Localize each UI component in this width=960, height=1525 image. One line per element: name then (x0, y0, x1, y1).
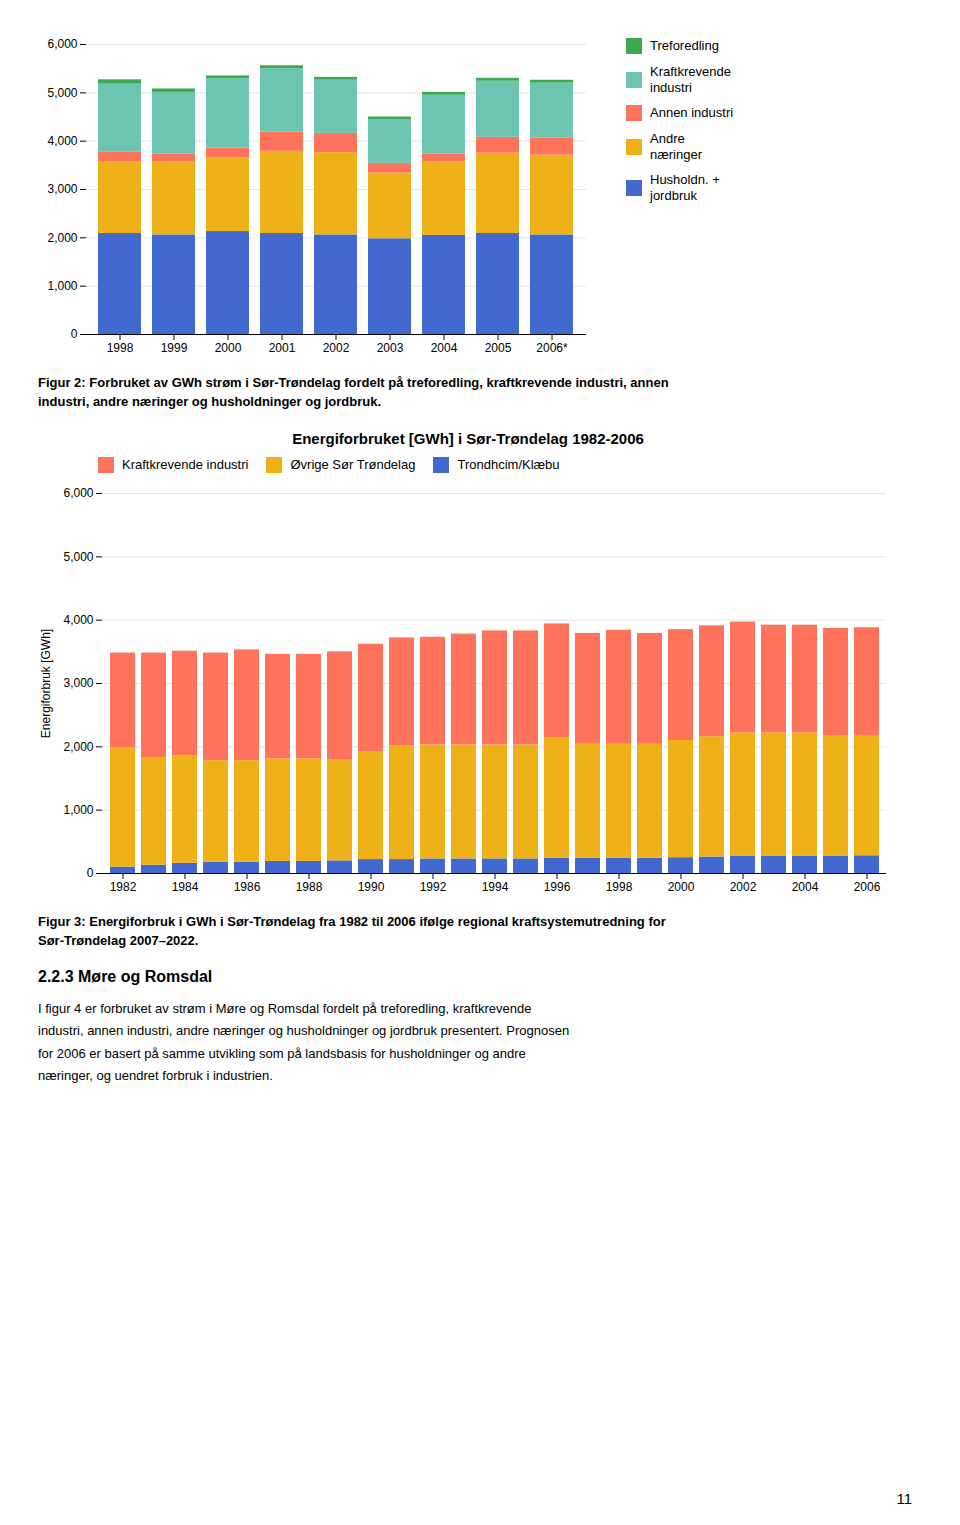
html-text:industri, andre næringer og hu: industri, andre næringer og husholdninge… (38, 393, 382, 409)
html-text:I figur 4 er forbruket av strø: I figur 4 er forbruket av strøm i Møre o… (38, 1001, 532, 1017)
svg-text:1,000: 1,000 (47, 279, 77, 293)
html-text:Husholdn. + jordbruk: Husholdn. + jordbruk (650, 172, 720, 203)
svg-text:2001: 2001 (269, 341, 296, 355)
html-text:Trondhcim/Klæbu: Trondhcim/Klæbu (457, 456, 560, 472)
svg-text:2002: 2002 (730, 880, 757, 894)
svg-text:1998: 1998 (107, 341, 134, 355)
svg-text:0: 0 (71, 327, 78, 341)
svg-text:2,000: 2,000 (63, 739, 93, 753)
html-text:Treforedling: Treforedling (650, 38, 719, 54)
html-text:for 2006 er basert på samme ut: for 2006 er basert på samme utvikling so… (38, 1045, 526, 1061)
html-text:Øvrige Sør Trøndelag: Øvrige Sør Trøndelag (290, 456, 416, 472)
svg-text:1990: 1990 (358, 880, 385, 894)
svg-text:5,000: 5,000 (63, 549, 93, 563)
html-text:Kraftkrevende industri: Kraftkrevende industri (122, 456, 249, 472)
svg-text:0: 0 (87, 866, 94, 880)
svg-text:6,000: 6,000 (63, 486, 93, 500)
svg-text:1982: 1982 (110, 880, 137, 894)
svg-text:1,000: 1,000 (63, 803, 93, 817)
html-text:11: 11 (896, 1490, 912, 1507)
svg-text:3,000: 3,000 (47, 182, 77, 196)
svg-text:1988: 1988 (296, 880, 323, 894)
svg-text:4,000: 4,000 (63, 613, 93, 627)
svg-text:2003: 2003 (377, 341, 404, 355)
svg-text:1992: 1992 (420, 880, 447, 894)
html-text:Kraftkrevende industri: Kraftkrevende industri (650, 64, 731, 95)
svg-text:2004: 2004 (431, 341, 458, 355)
html-text:Figur 2: Forbruket av GWh strø: Figur 2: Forbruket av GWh strøm i Sør-Tr… (38, 375, 669, 390)
html-text:industri, annen industri, andr: industri, annen industri, andre næringer… (38, 1023, 570, 1039)
html-text:Energiforbruket [GWh] i Sør-Tr: Energiforbruket [GWh] i Sør-Trøndelag 19… (292, 429, 644, 447)
html-text:Andre næringer: Andre næringer (650, 131, 702, 162)
svg-text:6,000: 6,000 (47, 37, 77, 51)
svg-text:5,000: 5,000 (47, 86, 77, 100)
svg-text:1984: 1984 (172, 880, 199, 894)
svg-text:1999: 1999 (161, 341, 188, 355)
svg-text:1998: 1998 (606, 880, 633, 894)
html-text:Sør-Trøndelag 2007–2022.: Sør-Trøndelag 2007–2022. (38, 932, 199, 948)
svg-text:2006*: 2006* (536, 341, 568, 355)
svg-text:1986: 1986 (234, 880, 261, 894)
svg-text:2,000: 2,000 (47, 231, 77, 245)
svg-text:1994: 1994 (482, 880, 509, 894)
svg-text:1996: 1996 (544, 880, 571, 894)
svg-text:4,000: 4,000 (47, 134, 77, 148)
svg-text:2005: 2005 (485, 341, 512, 355)
html-text:næringer, og uendret forbruk i: næringer, og uendret forbruk i industrie… (38, 1067, 273, 1083)
svg-text:3,000: 3,000 (63, 676, 93, 690)
svg-text:2002: 2002 (323, 341, 350, 355)
svg-text:2004: 2004 (792, 880, 819, 894)
svg-text:2000: 2000 (668, 880, 695, 894)
html-text:Annen industri: Annen industri (650, 105, 734, 121)
svg-text:2006: 2006 (854, 880, 881, 894)
html-text:Figur 3: Energiforbruk i GWh i: Figur 3: Energiforbruk i GWh i Sør-Trønd… (38, 913, 666, 929)
html-text:2.2.3 Møre og Romsdal: 2.2.3 Møre og Romsdal (38, 968, 213, 986)
svg-text:Energiforbruk [GWh]: Energiforbruk [GWh] (39, 629, 53, 738)
svg-text:2000: 2000 (215, 341, 242, 355)
